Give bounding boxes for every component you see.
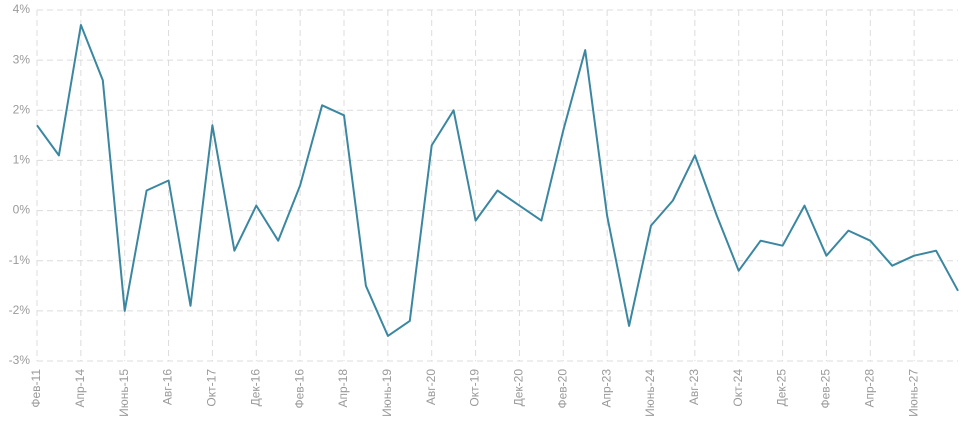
x-tick-label: Дек-25 bbox=[775, 369, 789, 407]
x-tick-label: Фев-25 bbox=[819, 369, 833, 409]
x-tick-label: Дек-16 bbox=[248, 369, 262, 407]
y-tick-label: -1% bbox=[9, 253, 31, 267]
x-tick-label: Фев-11 bbox=[29, 369, 43, 408]
x-tick-label: Июнь-27 bbox=[906, 369, 920, 417]
x-tick-label: Дек-20 bbox=[512, 369, 526, 407]
x-tick-label: Июнь-15 bbox=[117, 369, 131, 417]
x-tick-label: Окт-24 bbox=[731, 369, 745, 407]
y-tick-label: 2% bbox=[13, 102, 31, 116]
x-tick-label: Авг-23 bbox=[687, 369, 701, 405]
x-tick-label: Фев-16 bbox=[292, 369, 306, 409]
x-tick-label: Июнь-24 bbox=[643, 369, 657, 417]
x-tick-label: Авг-20 bbox=[424, 369, 438, 405]
x-tick-label: Фев-20 bbox=[555, 369, 569, 409]
x-tick-label: Апр-23 bbox=[599, 369, 613, 408]
x-tick-label: Апр-28 bbox=[862, 369, 876, 408]
x-tick-label: Апр-14 bbox=[73, 369, 87, 408]
y-tick-label: -2% bbox=[9, 303, 31, 317]
y-tick-label: 1% bbox=[13, 153, 31, 167]
x-tick-label: Авг-16 bbox=[161, 369, 175, 405]
y-tick-label: 4% bbox=[13, 2, 31, 16]
y-tick-label: 0% bbox=[13, 203, 31, 217]
line bbox=[36, 24, 959, 337]
x-tick-label: Апр-18 bbox=[336, 369, 350, 408]
y-tick-label: -3% bbox=[9, 353, 31, 367]
x-tick-label: Окт-19 bbox=[468, 369, 482, 407]
x-tick-label: Окт-17 bbox=[205, 369, 219, 407]
y-tick-label: 3% bbox=[13, 52, 31, 66]
x-tick-label: Июнь-19 bbox=[380, 369, 394, 417]
